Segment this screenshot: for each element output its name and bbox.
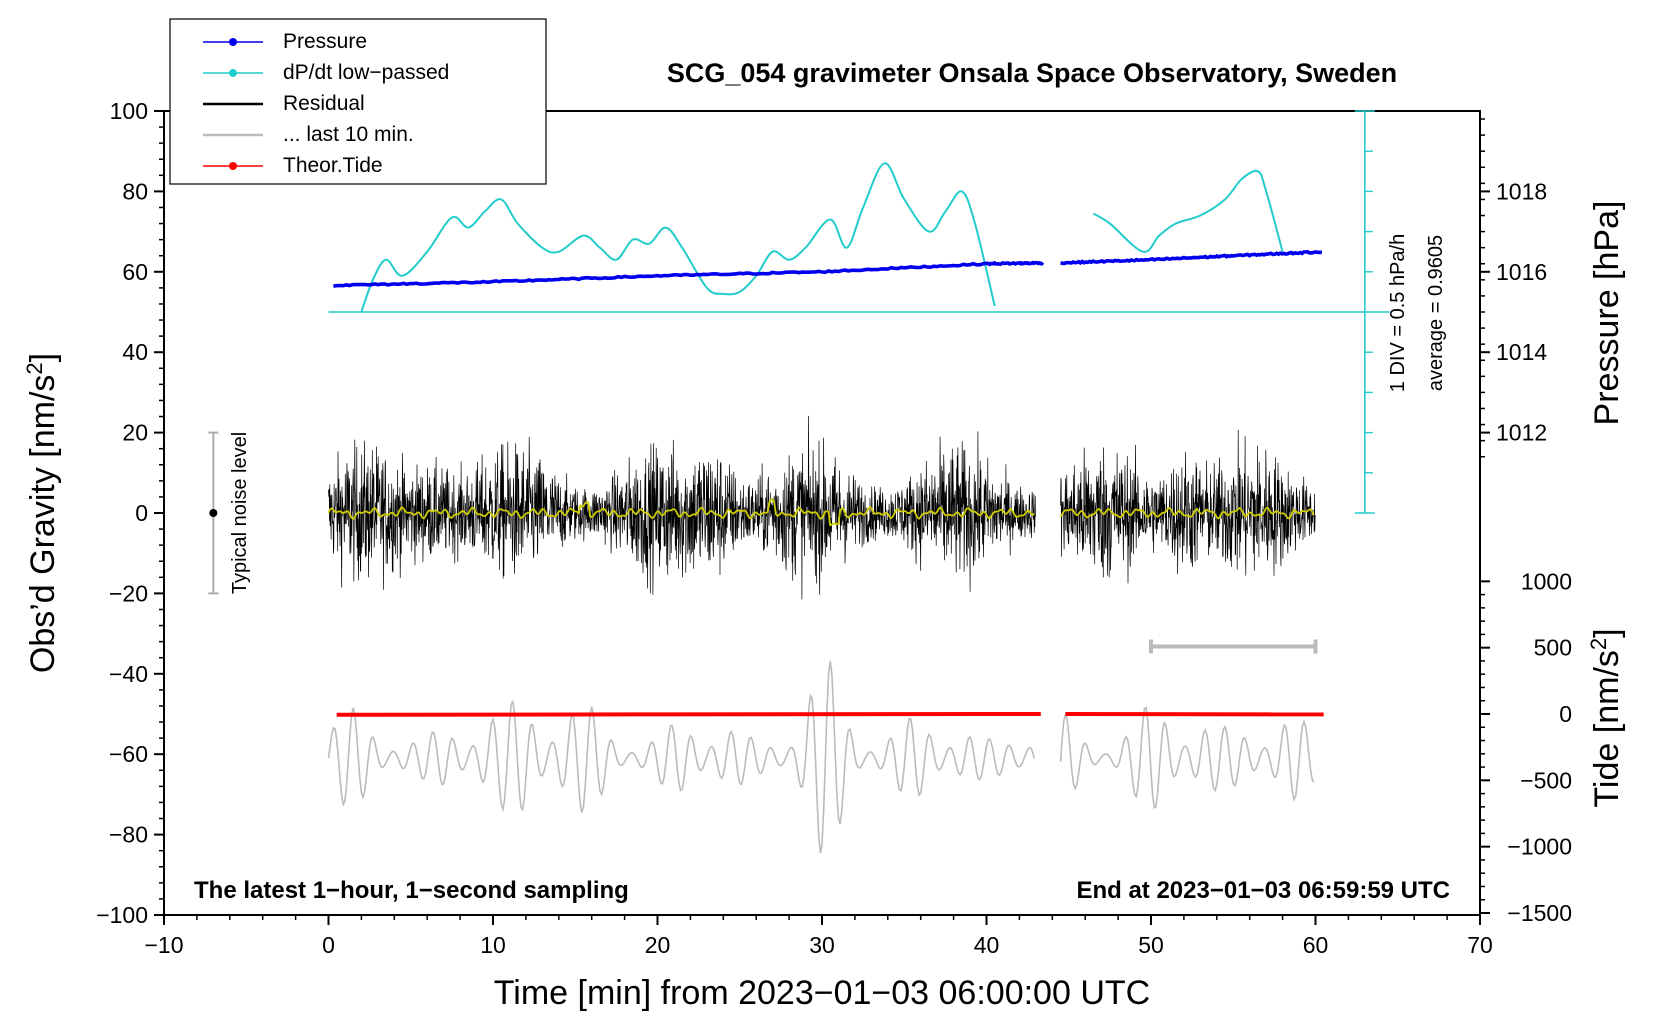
y-tick-label: −80 bbox=[109, 822, 148, 848]
legend-marker-sample bbox=[229, 69, 237, 77]
legend-box bbox=[169, 18, 547, 185]
residual-line-segment bbox=[328, 415, 1036, 600]
residual-line-segment bbox=[1060, 429, 1316, 584]
y-tick-label: 60 bbox=[122, 259, 148, 285]
y-axis-label-tide: Tide [nm/s2] bbox=[1586, 628, 1626, 807]
y-tick-label: −20 bbox=[109, 580, 148, 606]
x-tick-label: 30 bbox=[809, 932, 835, 958]
sampling-note: The latest 1−hour, 1−second sampling bbox=[194, 877, 629, 904]
noise-level-dot bbox=[209, 509, 218, 517]
pressure-line-segment bbox=[1060, 249, 1322, 266]
end-time-note: End at 2023−01−03 06:59:59 UTC bbox=[1076, 877, 1450, 904]
div-scale-label: 1 DIV = 0.5 hPa/h bbox=[1387, 234, 1409, 392]
legend-label-tide: Theor.Tide bbox=[283, 154, 383, 177]
pressure-tick-label: 1016 bbox=[1496, 259, 1547, 285]
tide-tick-label: −1000 bbox=[1507, 834, 1572, 860]
tide-tick-label: −1500 bbox=[1507, 900, 1572, 926]
dpdt-line-segment bbox=[360, 162, 996, 313]
x-tick-label: 70 bbox=[1467, 932, 1493, 958]
y-tick-label: 0 bbox=[135, 500, 148, 526]
gravity-layer bbox=[208, 162, 1390, 854]
y-tick-label: −60 bbox=[109, 741, 148, 767]
tide-tick-label: 500 bbox=[1534, 635, 1572, 661]
y-axis-label-pressure: Pressure [hPa] bbox=[1588, 201, 1626, 426]
residual-lowpass-line bbox=[327, 498, 1035, 527]
residual-lowpass-line bbox=[1059, 506, 1315, 520]
last10-line-segment bbox=[1059, 706, 1315, 809]
average-label: average = 0.9605 bbox=[1425, 235, 1447, 391]
y-tick-label: 100 bbox=[110, 98, 148, 124]
axes-layer: −10 0 10 20 30 40 50 60 70100806040200−20−40−60−… bbox=[96, 98, 1572, 958]
pressure-tick-label: 1014 bbox=[1496, 339, 1547, 365]
tide-tick-label: −500 bbox=[1520, 767, 1572, 793]
y-tick-label: −100 bbox=[96, 902, 148, 928]
last10-line-segment bbox=[327, 660, 1035, 854]
theor-tide-line-segment bbox=[336, 712, 1041, 717]
chart-title: SCG_054 gravimeter Onsala Space Observat… bbox=[667, 58, 1397, 88]
legend-marker-sample bbox=[229, 38, 237, 46]
tide-tick-label: 0 bbox=[1559, 701, 1572, 727]
legend-label-dpdt: dP/dt low−passed bbox=[283, 61, 449, 84]
x-axis-label: Time [min] from 2023−01−03 06:00:00 UTC bbox=[494, 974, 1150, 1012]
noise-level-label: Typical noise level bbox=[229, 432, 251, 594]
legend-label-residual: Residual bbox=[283, 92, 365, 115]
legend-marker-sample bbox=[229, 162, 237, 170]
x-tick-label: 20 bbox=[645, 932, 671, 958]
x-tick-label: −10 bbox=[144, 932, 183, 958]
legend-label-pressure: Pressure bbox=[283, 30, 367, 53]
tide-tick-label: 1000 bbox=[1521, 568, 1572, 594]
y-axis-label-left: Obs’d Gravity [nm/s2] bbox=[22, 353, 62, 673]
x-tick-label: 0 bbox=[322, 932, 335, 958]
x-tick-label: 40 bbox=[974, 932, 1000, 958]
dpdt-line-segment bbox=[1092, 169, 1284, 253]
x-tick-label: 10 bbox=[480, 932, 506, 958]
x-tick-label: 50 bbox=[1138, 932, 1164, 958]
pressure-line-segment bbox=[333, 260, 1045, 288]
y-tick-label: 80 bbox=[122, 178, 148, 204]
y-tick-label: 40 bbox=[122, 339, 148, 365]
x-tick-label: 60 bbox=[1303, 932, 1329, 958]
y-tick-label: −40 bbox=[109, 661, 148, 687]
y-tick-label: 20 bbox=[122, 420, 148, 446]
legend: Pressure dP/dt low−passed Residual ... l… bbox=[169, 18, 547, 185]
pressure-tick-label: 1012 bbox=[1496, 420, 1547, 446]
legend-label-last10: ... last 10 min. bbox=[283, 123, 414, 146]
pressure-tick-label: 1018 bbox=[1496, 178, 1547, 204]
